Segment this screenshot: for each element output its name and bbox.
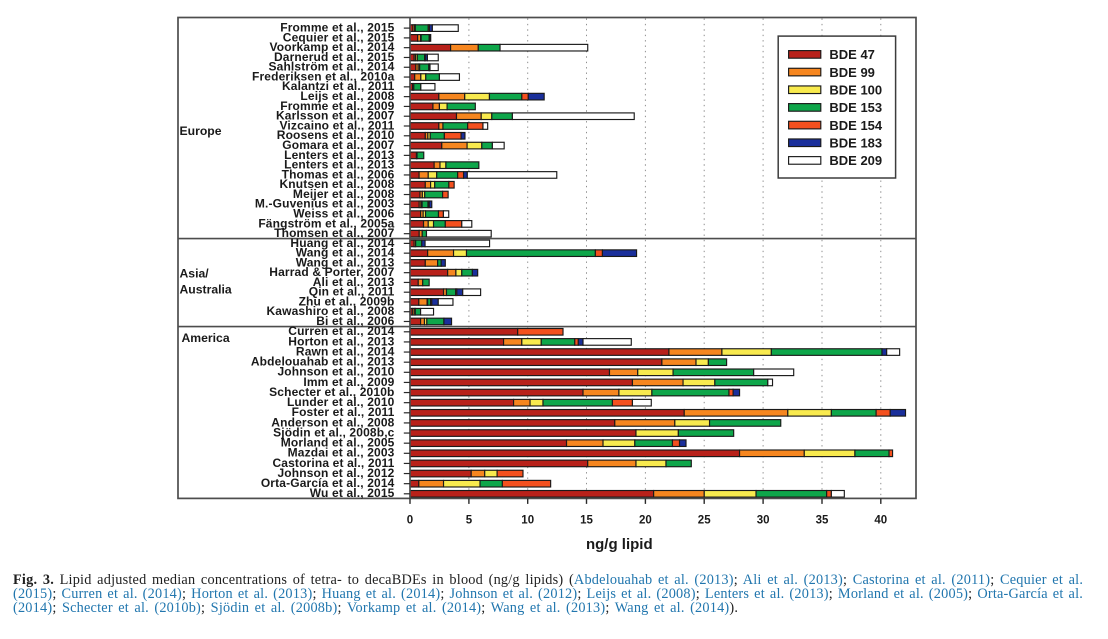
svg-text:M.-Guvenius et al., 2003: M.-Guvenius et al., 2003 bbox=[255, 197, 395, 211]
svg-text:Imm et al., 2009: Imm et al., 2009 bbox=[303, 375, 394, 389]
svg-text:Harrad & Porter, 2007: Harrad & Porter, 2007 bbox=[269, 265, 394, 279]
svg-text:Fromme et al., 2009: Fromme et al., 2009 bbox=[280, 99, 394, 113]
svg-text:Thomsen et al., 2007: Thomsen et al., 2007 bbox=[274, 226, 395, 240]
svg-text:Orta-García et al., 2014: Orta-García et al., 2014 bbox=[261, 476, 395, 490]
svg-text:BDE 209: BDE 209 bbox=[829, 153, 882, 168]
svg-text:Bi et al., 2006: Bi et al., 2006 bbox=[316, 314, 394, 328]
svg-text:Anderson et al., 2008: Anderson et al., 2008 bbox=[271, 415, 394, 429]
svg-text:30: 30 bbox=[757, 515, 770, 527]
svg-text:Horton et al., 2013: Horton et al., 2013 bbox=[288, 334, 394, 348]
svg-text:Castorina et al., 2011: Castorina et al., 2011 bbox=[272, 456, 394, 470]
svg-text:Mazdai et al., 2003: Mazdai et al., 2003 bbox=[288, 446, 395, 460]
svg-text:Ali et al., 2013: Ali et al., 2013 bbox=[313, 275, 395, 289]
svg-text:Vizcaino et al., 2011: Vizcaino et al., 2011 bbox=[280, 118, 395, 132]
svg-text:America: America bbox=[182, 331, 230, 345]
svg-text:BDE 153: BDE 153 bbox=[829, 100, 882, 115]
svg-text:Foster et al., 2011: Foster et al., 2011 bbox=[292, 405, 395, 419]
svg-text:Lunder et al., 2010: Lunder et al., 2010 bbox=[287, 395, 395, 409]
svg-text:0: 0 bbox=[407, 515, 413, 527]
svg-text:Curren et al., 2014: Curren et al., 2014 bbox=[288, 324, 394, 338]
svg-text:Huang et al., 2014: Huang et al., 2014 bbox=[290, 236, 394, 250]
svg-text:Kalantzi et al., 2011: Kalantzi et al., 2011 bbox=[282, 79, 395, 93]
svg-text:Schecter et al., 2010b: Schecter et al., 2010b bbox=[269, 385, 394, 399]
svg-text:Thomas et al., 2006: Thomas et al., 2006 bbox=[282, 167, 395, 181]
svg-text:Weiss et al., 2006: Weiss et al., 2006 bbox=[293, 207, 394, 221]
svg-text:Cequier et al., 2015: Cequier et al., 2015 bbox=[283, 30, 395, 44]
svg-text:40: 40 bbox=[874, 515, 887, 527]
svg-text:BDE 154: BDE 154 bbox=[829, 118, 883, 133]
svg-text:Kawashiro et al., 2008: Kawashiro et al., 2008 bbox=[266, 304, 394, 318]
svg-text:Wang et al., 2013: Wang et al., 2013 bbox=[296, 255, 395, 269]
svg-text:BDE 47: BDE 47 bbox=[829, 47, 875, 62]
svg-text:Morland et al., 2005: Morland et al., 2005 bbox=[281, 436, 395, 450]
svg-text:Frederiksen et al., 2010a: Frederiksen et al., 2010a bbox=[252, 69, 395, 83]
svg-text:Australia: Australia bbox=[180, 283, 232, 297]
svg-text:Fängström et al., 2005a: Fängström et al., 2005a bbox=[258, 216, 394, 230]
svg-text:Sjödin et al., 2008b,c: Sjödin et al., 2008b,c bbox=[273, 425, 395, 439]
svg-text:Leijs et al., 2008: Leijs et al., 2008 bbox=[300, 89, 394, 103]
svg-text:Johnson et al., 2010: Johnson et al., 2010 bbox=[277, 365, 394, 379]
svg-text:ng/g lipid: ng/g lipid bbox=[586, 536, 653, 553]
svg-text:Fromme et al., 2015: Fromme et al., 2015 bbox=[280, 21, 394, 35]
svg-text:Abdelouahab et al., 2013: Abdelouahab et al., 2013 bbox=[251, 355, 395, 369]
svg-text:Gomara et al., 2007: Gomara et al., 2007 bbox=[282, 138, 394, 152]
svg-text:Sahlström et al., 2014: Sahlström et al., 2014 bbox=[268, 60, 394, 74]
svg-text:Voorkamp et al., 2014: Voorkamp et al., 2014 bbox=[270, 40, 395, 54]
svg-text:BDE 100: BDE 100 bbox=[829, 83, 882, 98]
svg-text:Wang et al., 2014: Wang et al., 2014 bbox=[296, 246, 395, 260]
svg-text:Knutsen et al., 2008: Knutsen et al., 2008 bbox=[279, 177, 394, 191]
svg-text:25: 25 bbox=[698, 515, 711, 527]
svg-text:Lenters et al., 2013: Lenters et al., 2013 bbox=[284, 158, 395, 172]
svg-text:Asia/: Asia/ bbox=[180, 266, 210, 280]
svg-text:Meijer et al., 2008: Meijer et al., 2008 bbox=[293, 187, 395, 201]
svg-text:Johnson et al., 2012: Johnson et al., 2012 bbox=[277, 466, 394, 480]
svg-text:Wu et al., 2015: Wu et al., 2015 bbox=[310, 486, 395, 500]
svg-text:20: 20 bbox=[639, 515, 652, 527]
svg-text:Europe: Europe bbox=[180, 124, 222, 138]
svg-text:15: 15 bbox=[580, 515, 593, 527]
svg-text:Roosens et al., 2010: Roosens et al., 2010 bbox=[277, 128, 395, 142]
svg-text:10: 10 bbox=[521, 515, 534, 527]
svg-text:35: 35 bbox=[816, 515, 829, 527]
svg-text:Qin et al., 2011: Qin et al., 2011 bbox=[309, 285, 395, 299]
svg-text:Karlsson et al., 2007: Karlsson et al., 2007 bbox=[276, 109, 395, 123]
svg-text:BDE 99: BDE 99 bbox=[829, 65, 875, 80]
svg-text:Lenters et al., 2013: Lenters et al., 2013 bbox=[284, 148, 395, 162]
svg-text:Zhu et al., 2009b: Zhu et al., 2009b bbox=[299, 294, 395, 308]
svg-text:Rawn et al., 2014: Rawn et al., 2014 bbox=[296, 344, 395, 358]
svg-text:5: 5 bbox=[466, 515, 473, 527]
svg-text:Darnerud et al., 2015: Darnerud et al., 2015 bbox=[274, 50, 395, 64]
svg-text:BDE 183: BDE 183 bbox=[829, 136, 882, 151]
